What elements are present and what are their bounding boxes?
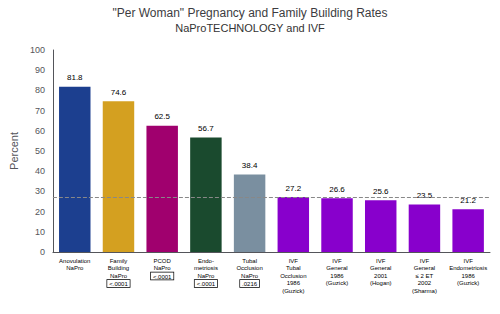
svg-text:62.5: 62.5 (154, 112, 170, 121)
svg-text:Anovulation: Anovulation (59, 258, 90, 264)
svg-text:10: 10 (35, 227, 45, 237)
svg-text:90: 90 (35, 65, 45, 75)
svg-text:PCOD: PCOD (154, 258, 172, 264)
svg-text:(Sharma): (Sharma) (412, 288, 437, 294)
svg-text:1986: 1986 (330, 273, 344, 279)
svg-text:NaPro: NaPro (66, 265, 84, 271)
svg-text:NaPro: NaPro (110, 273, 128, 279)
svg-text:<.0001: <.0001 (197, 281, 216, 287)
svg-text:<.0001: <.0001 (109, 281, 128, 287)
svg-text:Family: Family (110, 258, 128, 264)
svg-text:"Per Woman" Pregnancy and Fami: "Per Woman" Pregnancy and Family Buildin… (112, 6, 387, 20)
svg-text:70: 70 (35, 106, 45, 116)
svg-text:1986: 1986 (461, 273, 475, 279)
svg-text:IVF: IVF (420, 258, 430, 264)
svg-text:Building: Building (108, 265, 129, 271)
svg-text:IVF: IVF (332, 258, 342, 264)
svg-text:NaPro: NaPro (197, 273, 215, 279)
svg-text:Tubal: Tubal (286, 265, 301, 271)
svg-text:100: 100 (30, 45, 45, 55)
svg-text:30: 30 (35, 186, 45, 196)
svg-text:2001: 2001 (374, 273, 388, 279)
svg-text:NaProTECHNOLOGY and IVF: NaProTECHNOLOGY and IVF (175, 22, 325, 34)
svg-text:.0216: .0216 (242, 281, 258, 287)
svg-text:74.6: 74.6 (111, 88, 127, 97)
svg-text:26.6: 26.6 (329, 185, 345, 194)
svg-text:(Guzick): (Guzick) (282, 288, 304, 294)
svg-text:20: 20 (35, 207, 45, 217)
svg-text:23.5: 23.5 (417, 191, 433, 200)
svg-text:NaPro: NaPro (154, 265, 172, 271)
svg-text:25.6: 25.6 (373, 187, 389, 196)
svg-text:60: 60 (35, 126, 45, 136)
svg-text:IVF: IVF (376, 258, 386, 264)
svg-text:56.7: 56.7 (198, 124, 214, 133)
svg-text:1986: 1986 (287, 280, 301, 286)
svg-text:Endo-: Endo- (198, 258, 214, 264)
svg-text:NaPro: NaPro (241, 273, 259, 279)
svg-text:27.2: 27.2 (286, 184, 302, 193)
svg-text:(Guzick): (Guzick) (326, 280, 348, 286)
svg-text:General: General (414, 265, 435, 271)
svg-text:Occlusion: Occlusion (280, 273, 306, 279)
svg-text:21.2: 21.2 (460, 195, 476, 205)
svg-text:IVF: IVF (289, 258, 299, 264)
svg-text:0: 0 (40, 247, 45, 257)
svg-text:2002: 2002 (418, 280, 432, 286)
svg-text:General: General (326, 265, 347, 271)
svg-text:(Hogan): (Hogan) (370, 280, 392, 286)
svg-text:(Guzick): (Guzick) (457, 280, 479, 286)
svg-text:Tubal: Tubal (242, 258, 257, 264)
svg-text:Occlusion: Occlusion (236, 265, 262, 271)
svg-text:Endometriosis: Endometriosis (449, 265, 487, 271)
svg-text:<.0001: <.0001 (153, 274, 172, 280)
svg-text:General: General (370, 265, 391, 271)
svg-text:40: 40 (35, 166, 45, 176)
svg-text:IVF: IVF (463, 258, 473, 264)
svg-text:≤ 2 ET: ≤ 2 ET (416, 273, 434, 279)
svg-text:81.8: 81.8 (67, 73, 83, 82)
svg-text:80: 80 (35, 85, 45, 95)
svg-text:metriosis: metriosis (194, 265, 218, 271)
svg-text:50: 50 (35, 146, 45, 156)
svg-text:Percent: Percent (8, 132, 20, 170)
svg-text:38.4: 38.4 (242, 161, 258, 170)
